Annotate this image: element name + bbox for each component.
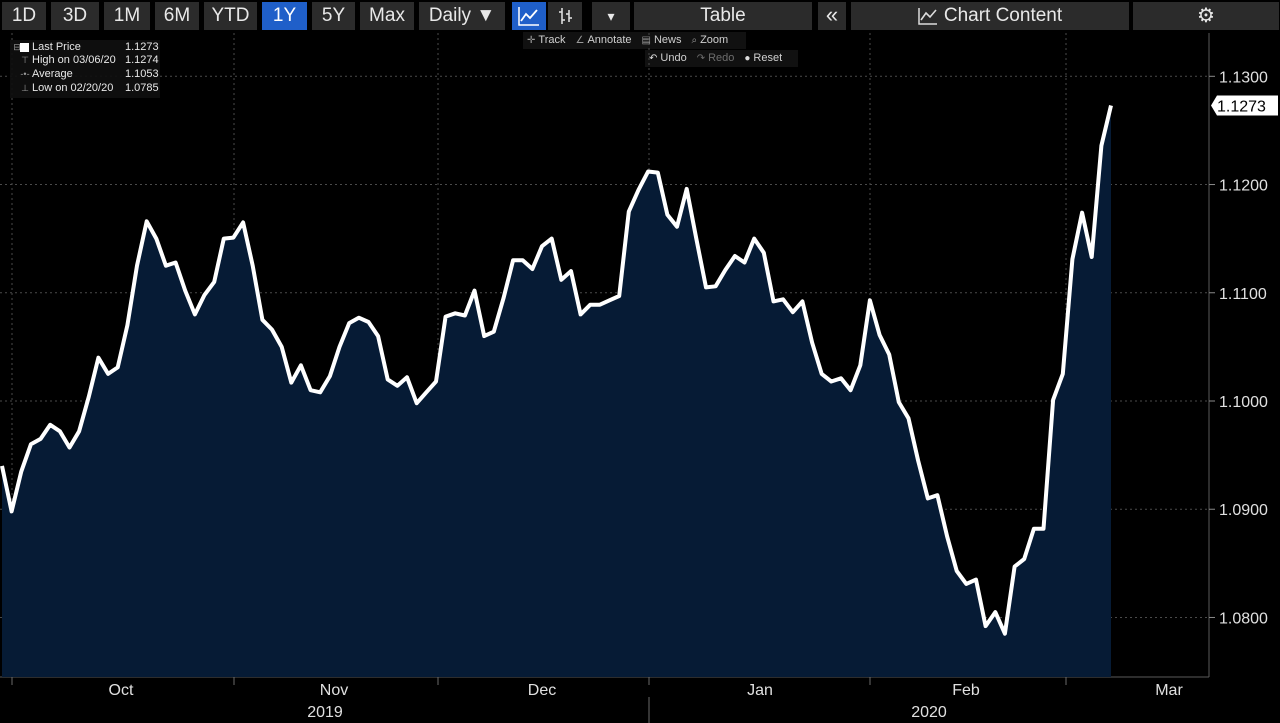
undo-button[interactable]: ↶ Undo — [649, 52, 687, 64]
legend-value: 1.0785 — [125, 82, 159, 94]
chart-toolbar: 1D 3D 1M 6M YTD 1Y 5Y Max Daily ▼ ▾ Tabl… — [0, 0, 1280, 32]
annotate-label: Annotate — [587, 34, 632, 46]
x-tick-label: Nov — [320, 682, 348, 699]
legend-last-price: ⊟ Last Price 1.1273 — [10, 41, 160, 54]
track-tool[interactable]: ✛ Track — [527, 34, 565, 46]
price-line — [0, 105, 1113, 636]
news-tool[interactable]: ▤ News — [642, 34, 682, 46]
history-tools-bar: ↶ Undo ↷ Redo ● Reset — [645, 50, 798, 67]
chart-type-dropdown[interactable]: ▾ — [592, 2, 630, 30]
average-marker-icon: -•- — [20, 69, 30, 79]
y-tick-label: 1.1200 — [1219, 178, 1268, 195]
x-tick-label: Feb — [952, 682, 980, 699]
period-1m-button[interactable]: 1M — [104, 2, 150, 30]
bar-chart-button[interactable] — [548, 2, 582, 30]
news-label: News — [653, 34, 682, 46]
legend-value: 1.1053 — [125, 68, 159, 80]
chart-content-button[interactable]: Chart Content — [851, 2, 1129, 30]
series-swatch — [20, 43, 29, 52]
chart-content-label: Chart Content — [943, 5, 1063, 26]
x-tick-label: Dec — [528, 682, 556, 699]
collapse-toggle-icon[interactable]: ⊟ — [13, 42, 21, 52]
line-chart-icon — [518, 7, 539, 26]
y-tick-label: 1.1100 — [1219, 286, 1267, 303]
undo-icon: ↶ — [649, 53, 658, 64]
legend-name: Last Price — [32, 41, 81, 53]
settings-button[interactable]: ⚙ — [1133, 2, 1279, 30]
chart-tools-bar: ✛ Track ∠ Annotate ▤ News ⌕ Zoom — [523, 32, 746, 49]
redo-icon: ↷ — [696, 53, 706, 64]
y-tick-label: 1.1300 — [1219, 69, 1268, 86]
y-tick-label: 1.0800 — [1219, 610, 1268, 627]
news-icon: ▤ — [641, 35, 651, 46]
zoom-tool[interactable]: ⌕ Zoom — [691, 34, 728, 46]
legend-value: 1.1273 — [125, 41, 159, 53]
y-tick-label: 1.0900 — [1219, 502, 1268, 519]
period-3d-button[interactable]: 3D — [51, 2, 99, 30]
period-1y-button[interactable]: 1Y — [262, 2, 307, 30]
period-max-button[interactable]: Max — [360, 2, 414, 30]
line-chart-button[interactable] — [512, 2, 546, 30]
y-tick-label: 1.1000 — [1219, 394, 1268, 411]
year-label: 2019 — [307, 704, 343, 721]
frequency-dropdown[interactable]: Daily ▼ — [419, 2, 505, 30]
x-tick-label: Mar — [1155, 682, 1183, 699]
x-tick-label: Oct — [109, 682, 134, 699]
chart-content-icon — [918, 3, 938, 25]
period-5y-button[interactable]: 5Y — [312, 2, 355, 30]
undo-label: Undo — [660, 52, 687, 64]
magnifier-icon: ⌕ — [691, 35, 698, 46]
chart-legend: ⊟ Last Price 1.1273 ⊤ High on 03/06/20 1… — [10, 40, 160, 98]
legend-name: High on 03/06/20 — [32, 54, 116, 66]
legend-low: ⊥ Low on 02/20/20 1.0785 — [10, 82, 160, 95]
x-tick-label: Jan — [747, 682, 773, 699]
pencil-icon: ∠ — [575, 35, 585, 46]
year-label: 2020 — [911, 704, 947, 721]
reset-icon: ● — [744, 53, 751, 64]
high-marker-icon: ⊤ — [21, 55, 29, 65]
period-6m-button[interactable]: 6M — [155, 2, 199, 30]
redo-button[interactable]: ↷ Redo — [697, 52, 735, 64]
legend-average: -•- Average 1.1053 — [10, 68, 160, 81]
zoom-label: Zoom — [700, 34, 729, 46]
legend-name: Low on 02/20/20 — [32, 82, 114, 94]
gear-icon: ⚙ — [1197, 5, 1215, 27]
period-1d-button[interactable]: 1D — [2, 2, 46, 30]
redo-label: Redo — [708, 52, 735, 64]
legend-high: ⊤ High on 03/06/20 1.1274 — [10, 54, 160, 67]
reset-button[interactable]: ● Reset — [744, 52, 782, 64]
bar-chart-icon — [559, 8, 572, 24]
low-marker-icon: ⊥ — [21, 83, 29, 93]
crosshair-icon: ✛ — [527, 35, 536, 46]
x-axis: Oct Nov Dec Jan Feb Mar 2019 2020 — [11, 677, 1183, 723]
price-area-fill — [2, 105, 1111, 677]
legend-value: 1.1274 — [125, 54, 159, 66]
track-label: Track — [538, 34, 566, 46]
reset-label: Reset — [753, 52, 783, 64]
last-price-tag — [1211, 95, 1278, 116]
annotate-tool[interactable]: ∠ Annotate — [575, 34, 631, 46]
legend-name: Average — [32, 68, 73, 80]
y-axis: 1.0800 1.0900 1.1000 1.1100 1.1200 1.1300 1.12… — [1209, 69, 1278, 627]
period-ytd-button[interactable]: YTD — [204, 2, 257, 30]
collapse-button[interactable]: « — [818, 2, 846, 30]
table-button[interactable]: Table — [634, 2, 812, 30]
last-price-label: 1.1273 — [1217, 99, 1266, 116]
